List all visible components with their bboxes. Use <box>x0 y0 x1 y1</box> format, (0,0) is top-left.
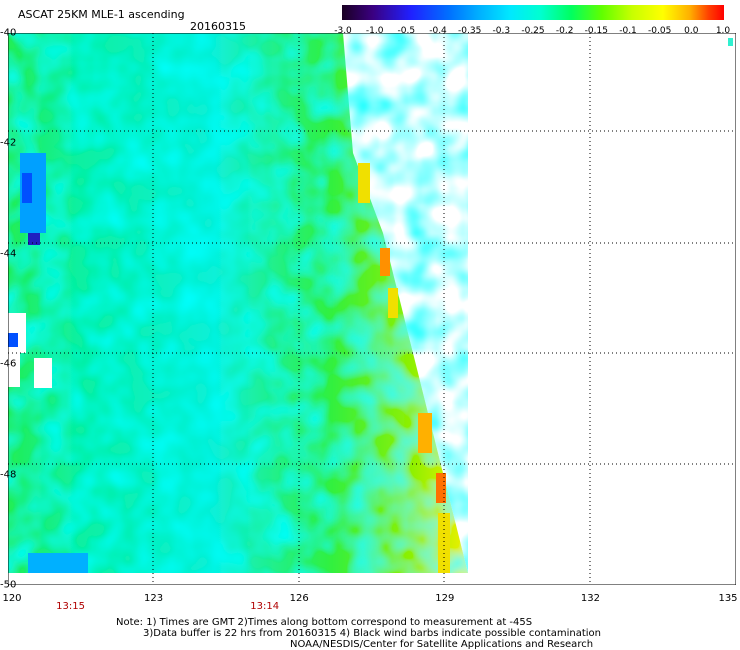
longitude-label: 126 <box>289 593 309 604</box>
latitude-label: -48 <box>0 469 17 481</box>
latitude-label: -46 <box>0 358 17 370</box>
map-date: 20160315 <box>190 20 246 33</box>
colorbar-label: -0.15 <box>584 26 608 36</box>
colorbar-label: 0.0 <box>684 26 699 36</box>
latitude-label: -50 <box>0 579 17 591</box>
colorbar-label: -3.0 <box>334 26 352 36</box>
color-scale-bar <box>342 5 724 20</box>
latitude-label: -44 <box>0 248 17 260</box>
map-title: ASCAT 25KM MLE-1 ascending <box>18 8 185 21</box>
colorbar-label: -0.25 <box>521 26 545 36</box>
longitude-label: 123 <box>144 593 164 604</box>
colorbar-label: 1.0 <box>715 26 731 36</box>
latitude-label: -40 <box>0 27 17 39</box>
colorbar-label: -0.5 <box>397 26 416 36</box>
colorbar-label: -0.3 <box>492 26 511 36</box>
longitude-label: 120 <box>2 593 22 604</box>
note-line-2: 3)Data buffer is 22 hrs from 20160315 4)… <box>143 628 601 639</box>
colorbar-label: -1.0 <box>365 26 384 36</box>
longitude-label: 132 <box>580 593 600 604</box>
longitude-label: 135 <box>718 593 738 604</box>
note-line-3: NOAA/NESDIS/Center for Satellite Applica… <box>290 639 594 650</box>
colorbar-label: -0.4 <box>429 26 447 36</box>
latitude-label: -42 <box>0 137 17 149</box>
colorbar-label: -0.35 <box>458 26 482 36</box>
lat-lon-grid <box>8 33 736 585</box>
note-line-1: Note: 1) Times are GMT 2)Times along bot… <box>116 617 533 628</box>
measurement-time-label: 13:15 <box>56 601 85 612</box>
measurement-time-label: 13:14 <box>250 601 280 612</box>
wind-map <box>8 33 736 585</box>
wind-swath <box>8 33 733 573</box>
longitude-label: 129 <box>435 593 455 604</box>
colorbar-label: -0.05 <box>648 26 672 36</box>
colorbar-label: -0.2 <box>555 26 574 36</box>
colorbar-label: -0.1 <box>619 26 637 36</box>
